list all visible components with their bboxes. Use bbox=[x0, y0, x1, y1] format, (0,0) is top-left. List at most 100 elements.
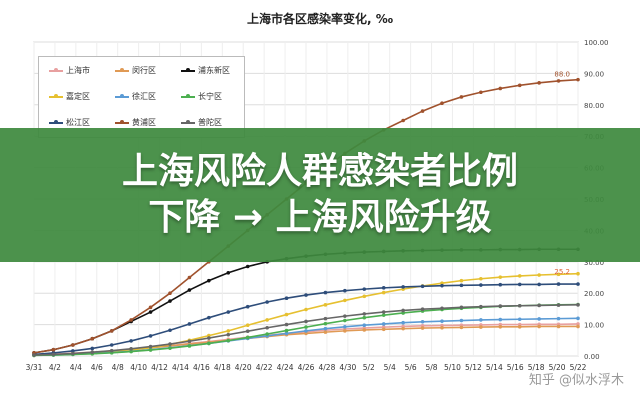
data-point bbox=[207, 336, 211, 340]
data-point bbox=[187, 275, 192, 280]
data-point bbox=[304, 307, 308, 312]
data-point bbox=[284, 331, 289, 336]
legend-swatch bbox=[115, 119, 129, 124]
chart-legend: 上海市 闵行区 浦东新区 嘉定区 徐汇区 长宁区 松江区 黄浦区 普陀区 bbox=[38, 56, 245, 138]
data-point bbox=[381, 290, 386, 295]
x-tick-label: 5/4 bbox=[384, 363, 396, 372]
data-point bbox=[90, 336, 95, 341]
x-tick-label: 4/22 bbox=[256, 363, 273, 372]
banner-line-1: 上海风险人群感染者比例 bbox=[121, 151, 518, 192]
data-point bbox=[420, 307, 425, 312]
legend-swatch bbox=[115, 67, 129, 72]
data-point bbox=[343, 314, 347, 318]
data-point bbox=[362, 287, 367, 291]
x-tick-label: 4/8 bbox=[112, 363, 124, 372]
data-point bbox=[168, 328, 172, 333]
data-point bbox=[576, 303, 580, 307]
data-point bbox=[304, 293, 308, 297]
data-point bbox=[148, 334, 153, 338]
data-point bbox=[440, 283, 444, 288]
data-point bbox=[226, 332, 231, 337]
legend-label: 闵行区 bbox=[132, 66, 156, 75]
data-point bbox=[323, 326, 328, 331]
data-point bbox=[576, 282, 580, 286]
data-point bbox=[51, 347, 56, 352]
legend-item: 嘉定区 bbox=[49, 91, 90, 102]
legend-item: 长宁区 bbox=[181, 91, 222, 102]
chart-title: 上海市各区感染率变化, ‰ bbox=[246, 12, 394, 26]
legend-item: 普陀区 bbox=[181, 117, 222, 128]
y-tick-label: 10.00 bbox=[584, 322, 604, 330]
data-point bbox=[498, 324, 503, 329]
x-tick-label: 4/6 bbox=[91, 363, 103, 372]
data-point bbox=[323, 290, 328, 295]
data-point bbox=[381, 327, 386, 332]
data-point bbox=[343, 288, 347, 293]
data-point bbox=[129, 318, 133, 322]
data-point bbox=[440, 306, 444, 311]
data-point bbox=[381, 310, 386, 314]
data-point bbox=[537, 282, 541, 287]
data-point bbox=[479, 304, 483, 309]
legend-swatch bbox=[49, 93, 63, 98]
data-point bbox=[401, 311, 405, 315]
data-point bbox=[479, 318, 483, 322]
data-point bbox=[323, 303, 328, 307]
x-tick-label: 4/16 bbox=[193, 363, 210, 372]
data-point bbox=[498, 275, 503, 279]
data-point bbox=[265, 300, 269, 304]
data-point bbox=[420, 284, 425, 289]
data-point bbox=[245, 264, 250, 269]
data-point bbox=[304, 325, 308, 329]
data-point bbox=[401, 285, 405, 289]
legend-swatch bbox=[49, 67, 63, 72]
data-point bbox=[459, 305, 464, 310]
data-point bbox=[187, 339, 192, 344]
data-point bbox=[148, 348, 153, 352]
legend-item: 上海市 bbox=[49, 65, 90, 76]
data-point bbox=[343, 324, 347, 329]
x-tick-label: 4/2 bbox=[49, 363, 61, 372]
data-point bbox=[343, 298, 347, 303]
data-point bbox=[284, 296, 289, 301]
x-tick-label: 4/28 bbox=[319, 363, 336, 372]
data-point bbox=[556, 316, 561, 321]
data-point bbox=[498, 282, 503, 287]
data-point bbox=[148, 310, 153, 314]
legend-label: 嘉定区 bbox=[66, 92, 90, 101]
legend-label: 上海市 bbox=[66, 66, 90, 75]
data-point bbox=[537, 303, 541, 308]
data-point bbox=[381, 322, 386, 326]
data-point bbox=[71, 343, 75, 347]
data-point bbox=[284, 328, 289, 333]
legend-swatch bbox=[115, 93, 129, 98]
legend-label: 徐汇区 bbox=[132, 92, 156, 101]
y-tick-label: 90.00 bbox=[584, 70, 604, 78]
x-tick-label: 5/12 bbox=[465, 363, 482, 372]
x-tick-label: 5/8 bbox=[425, 363, 437, 372]
data-point bbox=[556, 79, 561, 83]
data-point bbox=[440, 325, 444, 330]
banner-line-2: 下降 → 上海风险升级 bbox=[148, 197, 492, 238]
data-point bbox=[129, 346, 133, 351]
data-point bbox=[517, 282, 522, 287]
data-point bbox=[576, 324, 580, 329]
data-point bbox=[498, 304, 503, 308]
data-point bbox=[245, 335, 250, 340]
end-label: 88.0 bbox=[554, 71, 570, 79]
data-point bbox=[187, 344, 192, 348]
data-point bbox=[343, 318, 347, 323]
data-point bbox=[498, 86, 503, 91]
y-tick-label: 80.00 bbox=[584, 102, 604, 110]
data-point bbox=[498, 317, 503, 322]
data-point bbox=[459, 318, 464, 323]
data-point bbox=[440, 101, 444, 106]
x-tick-label: 4/26 bbox=[298, 363, 315, 372]
data-point bbox=[401, 326, 405, 331]
data-point bbox=[304, 329, 308, 333]
data-point bbox=[517, 324, 522, 329]
data-point bbox=[207, 315, 211, 320]
data-point bbox=[401, 118, 405, 123]
x-tick-label: 3/31 bbox=[26, 363, 43, 372]
data-point bbox=[226, 338, 231, 343]
